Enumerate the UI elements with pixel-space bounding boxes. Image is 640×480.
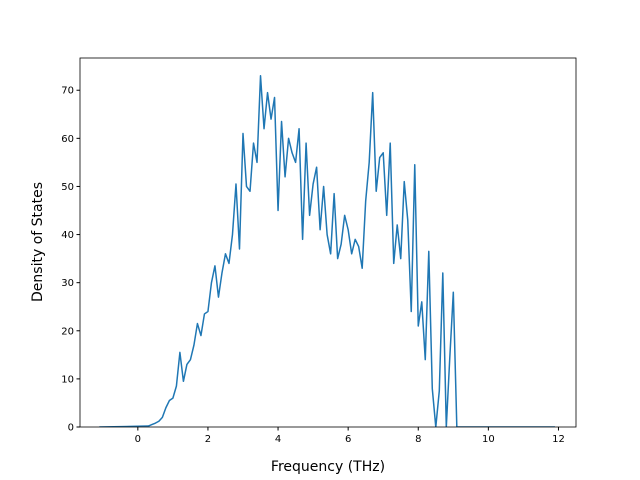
line <box>99 75 555 427</box>
x-tick-label: 2 <box>205 434 211 445</box>
y-tick-label: 20 <box>61 326 74 337</box>
plot-frame <box>79 57 577 428</box>
x-tick-label: 10 <box>482 434 495 445</box>
y-tick-label: 60 <box>61 134 74 145</box>
x-tick-label: 8 <box>415 434 421 445</box>
y-tick-label: 40 <box>61 230 74 241</box>
y-tick-label: 30 <box>61 278 74 289</box>
y-tick-label: 70 <box>61 86 74 97</box>
y-tick-label: 50 <box>61 182 74 193</box>
x-tick-label: 6 <box>345 434 351 445</box>
x-axis-label: Frequency (THz) <box>271 459 385 475</box>
x-tick-label: 12 <box>552 434 565 445</box>
x-tick-label: 4 <box>275 434 281 445</box>
x-tick-label: 0 <box>135 434 141 445</box>
y-axis-label: Density of States <box>30 182 46 302</box>
y-tick-label: 10 <box>61 374 74 385</box>
y-tick-label: 0 <box>68 423 74 434</box>
